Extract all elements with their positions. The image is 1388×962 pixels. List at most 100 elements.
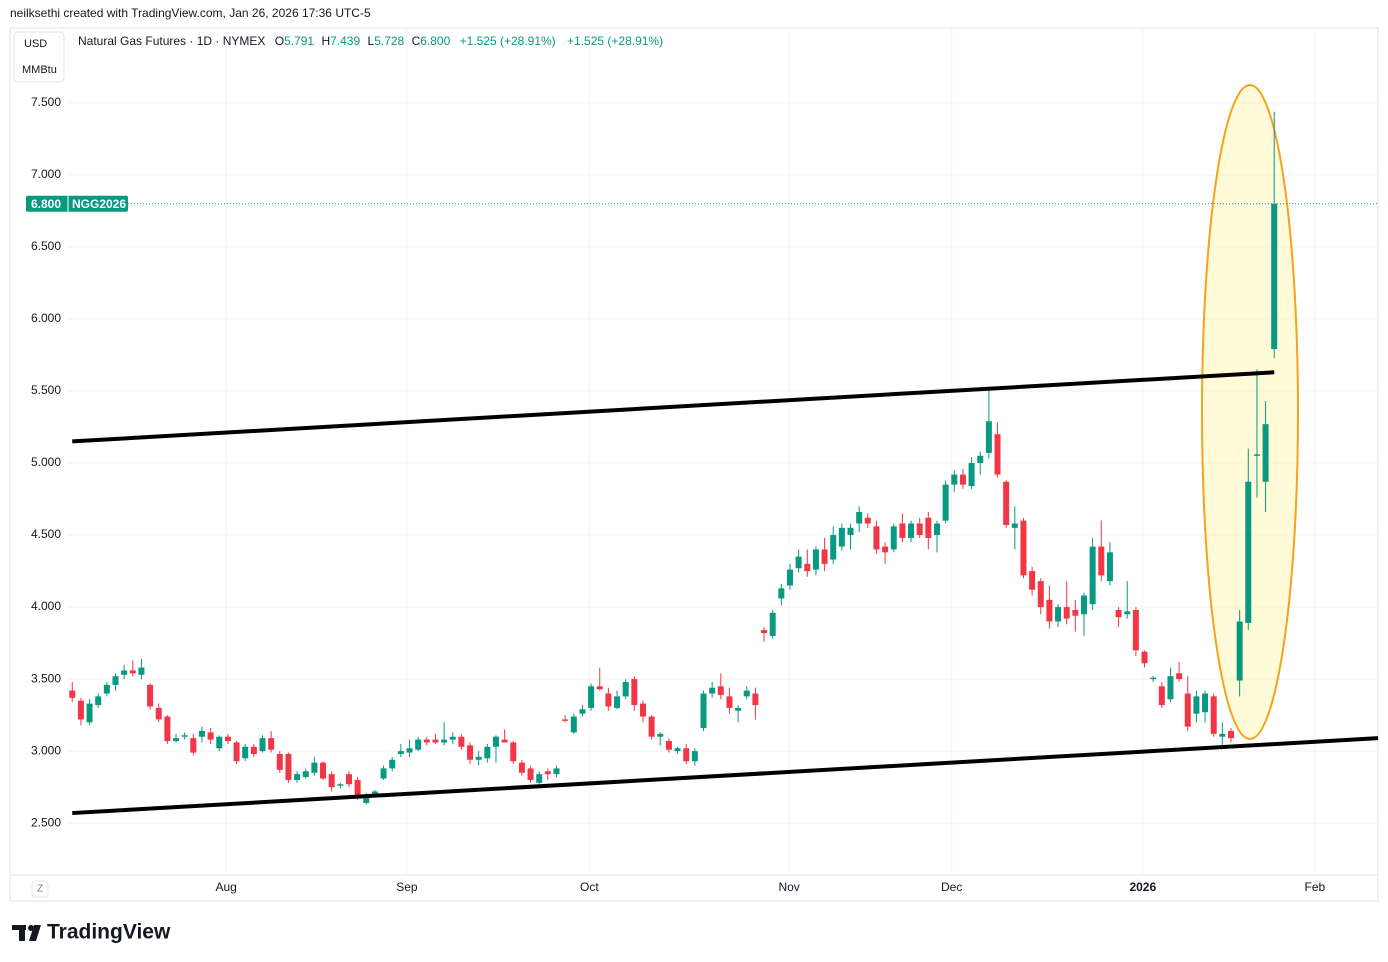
candle-body — [268, 738, 275, 750]
candle-body — [726, 696, 733, 708]
candles — [69, 111, 1278, 805]
candle-body — [1176, 673, 1183, 680]
o-value: 5.791 — [284, 34, 314, 48]
candle-body — [250, 746, 257, 754]
candle-body — [432, 739, 439, 743]
candle-body — [890, 526, 897, 550]
candle-body — [639, 703, 646, 717]
candle-body — [1262, 424, 1269, 482]
candle-body — [968, 463, 975, 487]
candle-body — [786, 569, 793, 586]
candle-body — [1158, 686, 1165, 706]
reset-label[interactable]: Z — [37, 884, 43, 895]
candle-body — [1029, 571, 1036, 590]
candle-body — [908, 523, 915, 538]
candle-body — [155, 707, 162, 720]
reset-button[interactable] — [31, 880, 49, 898]
candle-body — [492, 736, 499, 747]
candle-body — [544, 771, 551, 775]
candle-body — [86, 703, 93, 723]
candle-body — [259, 738, 266, 752]
candle-body — [804, 563, 811, 572]
candle-body — [1124, 611, 1131, 615]
y-tick-label: 3.000 — [31, 743, 61, 757]
candle-body — [397, 751, 404, 754]
candle-body — [1089, 546, 1096, 605]
y-tick-label: 4.000 — [31, 599, 61, 613]
candle-body — [856, 512, 863, 524]
candle-body — [406, 748, 413, 753]
candle-body — [294, 774, 301, 780]
candle-body — [977, 455, 984, 464]
candle-body — [812, 549, 819, 570]
candle-body — [1132, 609, 1139, 651]
candle-body — [579, 709, 586, 714]
candle-body — [1167, 676, 1174, 700]
candle-body — [536, 774, 543, 783]
candle-body — [112, 676, 119, 685]
candle-body — [527, 768, 534, 780]
candle-body — [242, 746, 249, 759]
c-value: 6.800 — [420, 34, 450, 48]
candle-body — [933, 523, 940, 536]
candle-body — [190, 738, 197, 753]
candle-body — [518, 762, 525, 773]
candle-body — [838, 527, 845, 547]
candle-body — [441, 739, 448, 743]
o-label: O — [275, 34, 284, 48]
candle-body — [951, 474, 958, 485]
candle-body — [657, 733, 664, 737]
y-tick-label: 7.000 — [31, 167, 61, 181]
candle-body — [562, 719, 569, 721]
candle-body — [1210, 696, 1217, 734]
candle-body — [147, 684, 154, 707]
candle-body — [510, 742, 517, 762]
trendline — [72, 370, 1275, 444]
candle-body — [164, 716, 171, 742]
candle-body — [622, 681, 629, 697]
candle-body — [1046, 599, 1053, 622]
candle-body — [1245, 481, 1252, 623]
x-tick-label: Dec — [941, 880, 962, 894]
candle-body — [588, 686, 595, 708]
candle-body — [778, 588, 785, 599]
candle-body — [1106, 552, 1113, 582]
candle-body — [95, 696, 102, 706]
candle-body — [1011, 523, 1018, 528]
candle-body — [103, 684, 110, 694]
candle-body — [276, 754, 283, 770]
candle-body — [1055, 607, 1062, 622]
candle-body — [916, 523, 923, 536]
candle-body — [735, 707, 742, 711]
candle-body — [380, 768, 387, 779]
x-tick-label: Sep — [396, 880, 418, 894]
l-value: 5.728 — [374, 34, 404, 48]
candle-body — [285, 754, 292, 780]
candle-body — [761, 630, 768, 633]
candle-body — [224, 736, 231, 742]
candle-body — [345, 774, 352, 785]
candle-body — [423, 739, 430, 743]
highlight-ellipse — [1201, 84, 1299, 740]
candle-body — [484, 746, 491, 759]
candle-body — [847, 527, 854, 536]
candle-body — [77, 700, 84, 720]
overlay: 6.800 NGG2026 — [26, 195, 1379, 816]
candle-body — [415, 739, 422, 750]
candle-body — [449, 736, 456, 740]
y-tick-label: 6.500 — [31, 239, 61, 253]
x-tick-label: Nov — [778, 880, 799, 894]
candle-body — [683, 748, 690, 762]
candle-body — [674, 748, 681, 752]
candle-body — [475, 756, 482, 760]
candle-body — [899, 523, 906, 538]
x-tick-label: Oct — [580, 880, 599, 894]
candle-body — [1098, 546, 1105, 576]
y-tick-label: 6.000 — [31, 311, 61, 325]
candle-body — [121, 670, 128, 675]
candle-body — [1020, 520, 1027, 576]
chart-frame — [9, 27, 1379, 902]
candle-body — [553, 768, 560, 775]
candle-body — [631, 679, 638, 706]
candle-body — [198, 730, 205, 737]
